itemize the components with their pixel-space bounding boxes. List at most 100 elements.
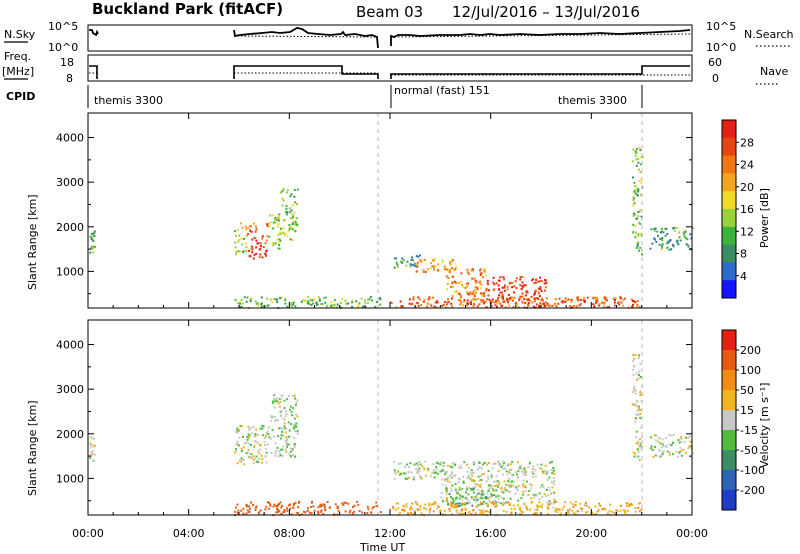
data-cell — [579, 298, 582, 301]
data-cell — [433, 472, 436, 475]
freq-tick-bottom: 8 — [66, 72, 73, 85]
data-cell — [456, 492, 459, 495]
data-cell — [449, 465, 452, 468]
data-cell — [292, 303, 295, 306]
data-cell — [317, 510, 319, 513]
data-cell — [632, 199, 635, 202]
data-cell — [682, 231, 685, 234]
data-cell — [532, 472, 535, 475]
data-cell — [541, 484, 544, 487]
data-cell — [410, 303, 412, 306]
data-cell — [292, 301, 295, 304]
nave-trace — [89, 72, 690, 76]
data-cell — [243, 237, 245, 240]
data-cell — [637, 448, 640, 451]
data-cell — [492, 289, 495, 292]
data-cell — [283, 233, 286, 236]
data-cell — [527, 493, 530, 496]
data-cell — [550, 469, 553, 471]
data-cell — [242, 250, 245, 253]
data-cell — [502, 464, 504, 467]
data-cell — [295, 401, 298, 404]
data-cell — [462, 482, 465, 484]
data-cell — [564, 297, 567, 300]
data-cell — [243, 296, 246, 299]
data-cell — [524, 490, 527, 493]
data-cell — [493, 485, 496, 488]
data-cell — [502, 504, 505, 506]
data-cell — [461, 498, 464, 501]
data-cell — [238, 250, 241, 253]
y-tick-label: 2000 — [56, 221, 84, 234]
data-cell — [672, 433, 675, 436]
data-cell — [257, 302, 260, 305]
data-cell — [476, 483, 479, 486]
data-cell — [605, 299, 608, 302]
data-cell — [636, 243, 639, 246]
data-cell — [418, 258, 421, 261]
data-cell — [248, 429, 251, 432]
data-cell — [512, 485, 515, 488]
data-cell — [605, 296, 608, 299]
data-cell — [571, 509, 574, 512]
data-cell — [90, 238, 93, 240]
data-cell — [284, 427, 287, 430]
data-cell — [252, 257, 255, 260]
data-cell — [311, 501, 314, 503]
data-cell — [278, 215, 281, 218]
data-cell — [534, 289, 537, 292]
data-cell — [666, 233, 669, 235]
data-cell — [632, 231, 635, 234]
data-cell — [253, 446, 256, 448]
data-cell — [415, 265, 418, 268]
data-cell — [552, 467, 555, 469]
data-cell — [542, 303, 545, 306]
data-cell — [493, 283, 496, 286]
data-cell — [467, 273, 470, 275]
station-title: Buckland Park (fitACF) — [92, 0, 283, 18]
data-cell — [282, 445, 285, 448]
data-cell — [509, 472, 512, 475]
data-cell — [538, 501, 541, 504]
data-cell — [653, 237, 656, 240]
data-cell — [640, 193, 643, 196]
data-cell — [401, 257, 404, 260]
data-cell — [478, 303, 481, 306]
data-cell — [241, 243, 244, 246]
data-cell — [480, 298, 482, 301]
data-cell — [539, 302, 542, 305]
data-cell — [632, 303, 634, 306]
data-cell — [547, 471, 550, 474]
data-cell — [281, 455, 284, 458]
data-cell — [501, 294, 504, 297]
data-cell — [477, 475, 480, 478]
data-cell — [522, 490, 525, 493]
data-cell — [284, 302, 287, 305]
data-cell — [464, 286, 467, 289]
data-cell — [638, 374, 641, 376]
data-cell — [548, 500, 551, 503]
data-cell — [471, 504, 474, 507]
data-cell — [292, 506, 295, 509]
data-cell — [473, 496, 476, 499]
data-cell — [477, 504, 480, 507]
data-cell — [515, 302, 518, 304]
data-cell — [281, 430, 283, 433]
data-cell — [459, 294, 462, 297]
freq-unit-label: [MHz] — [2, 65, 34, 78]
data-cell — [496, 298, 499, 301]
data-cell — [635, 185, 637, 188]
data-cell — [517, 504, 520, 507]
data-cell — [451, 297, 453, 300]
data-cell — [398, 473, 401, 476]
data-cell — [465, 491, 467, 494]
data-cell — [415, 270, 418, 273]
data-cell — [631, 503, 634, 506]
data-cell — [446, 300, 449, 303]
data-cell — [492, 463, 495, 466]
colorbar-swatch — [722, 155, 736, 174]
data-cell — [287, 421, 290, 424]
data-cell — [547, 507, 550, 510]
data-cell — [530, 497, 533, 500]
data-cell — [540, 280, 543, 283]
